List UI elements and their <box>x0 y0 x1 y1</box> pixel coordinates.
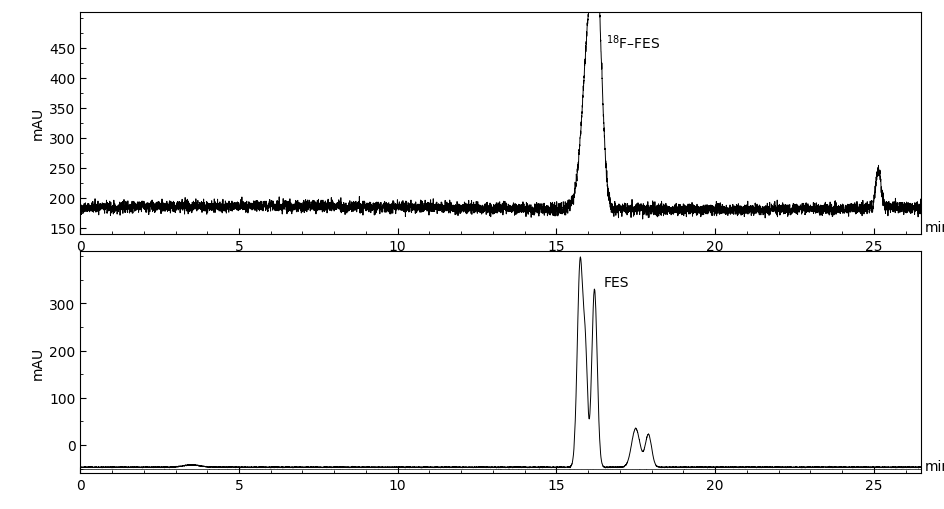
Text: $^{18}$F–FES: $^{18}$F–FES <box>605 34 660 52</box>
Y-axis label: mAU: mAU <box>31 107 45 140</box>
Text: min: min <box>923 220 944 234</box>
Y-axis label: mAU: mAU <box>31 346 45 379</box>
Text: FES: FES <box>603 275 629 290</box>
Text: min: min <box>923 460 944 473</box>
